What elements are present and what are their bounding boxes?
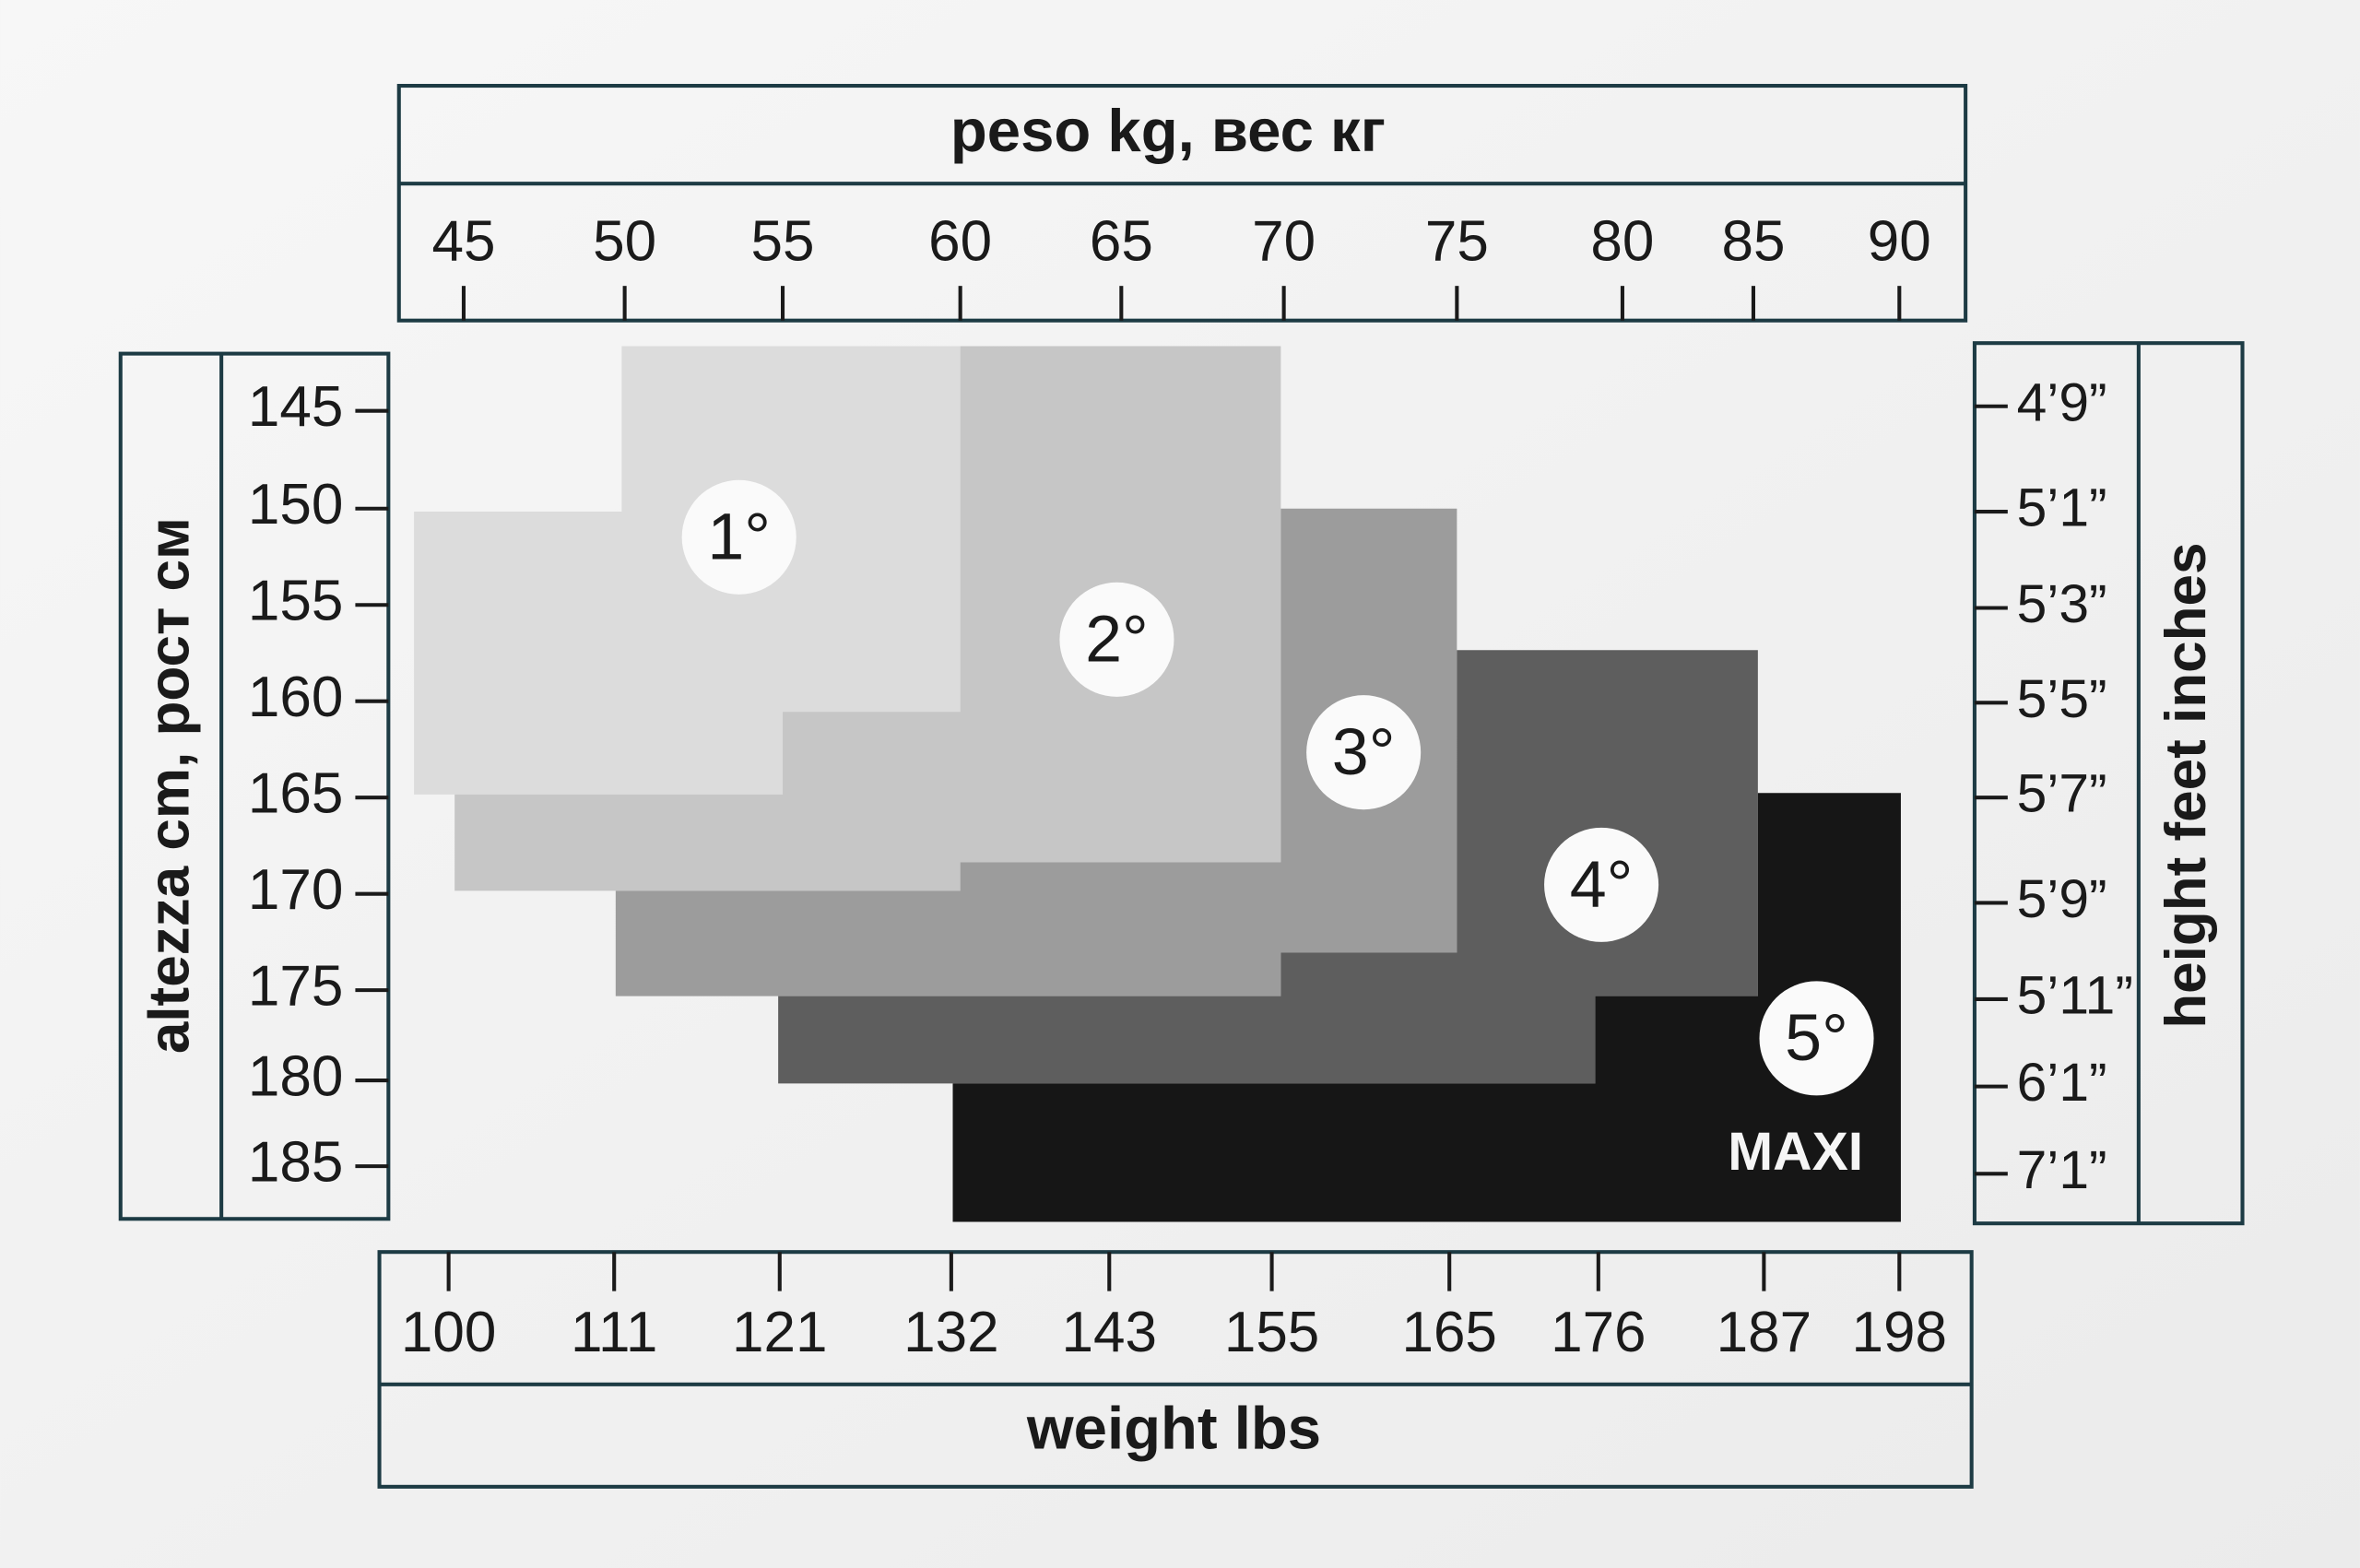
left-axis-title: altezza cm, рост см [137,517,201,1054]
bottom-tick-label: 176 [1551,1301,1646,1364]
top-tick-label: 80 [1590,209,1654,273]
bottom-tick-label: 198 [1852,1301,1947,1364]
right-tick-label: 4’9” [2017,372,2107,432]
right-tick-label: 5’5” [2017,669,2107,729]
size-badge [1306,695,1422,810]
top-tick-label: 60 [928,209,992,273]
left-tick-label: 160 [248,666,343,729]
size-region [952,793,1901,1222]
top-tick-label: 50 [593,209,656,273]
top-tick-label: 85 [1721,209,1785,273]
right-tick-label: 7’1” [2017,1140,2107,1200]
bottom-axis-title: weight lbs [1026,1394,1321,1461]
top-tick-label: 90 [1868,209,1931,273]
size-note: MAXI [1728,1122,1863,1182]
size-badge [1759,981,1874,1096]
size-label: 3° [1332,715,1396,789]
left-tick-label: 155 [248,570,343,633]
bottom-tick-label: 143 [1062,1301,1157,1364]
right-axis-title: height feet inches [2154,543,2218,1029]
top-tick-label: 70 [1252,209,1316,273]
left-frame [118,351,391,1221]
bottom-tick-label: 111 [571,1301,657,1364]
left-tick-label: 145 [248,375,343,439]
bottom-frame [377,1250,1974,1489]
bottom-tick-label: 165 [1401,1301,1496,1364]
left-tick-label: 175 [248,955,343,1019]
size-badge [1544,827,1659,942]
left-tick-label: 180 [248,1044,343,1108]
size-label: 1° [707,501,771,574]
size-badge [1059,582,1174,697]
left-tick-label: 165 [248,762,343,826]
right-tick-label: 5’1” [2017,478,2107,538]
left-tick-label: 170 [248,858,343,922]
size-label: 4° [1570,848,1634,922]
frames [118,84,2245,1489]
top-tick-label: 45 [431,209,495,273]
size-region [615,508,1457,996]
size-label: 2° [1085,603,1149,677]
top-tick-label: 75 [1425,209,1489,273]
left-tick-label: 150 [248,473,343,536]
size-region [454,346,1281,891]
top-axis-title: peso kg, вес кг [950,97,1386,164]
right-tick-label: 5’7” [2017,764,2107,824]
size-badge [681,479,796,595]
right-tick-label: 5’9” [2017,869,2107,929]
right-tick-label: 6’1” [2017,1053,2107,1113]
left-tick-label: 185 [248,1131,343,1195]
bottom-tick-label: 132 [903,1301,998,1364]
bottom-tick-label: 187 [1717,1301,1811,1364]
size-label: 5° [1785,1001,1848,1075]
top-tick-label: 65 [1090,209,1153,273]
size-region [778,650,1758,1084]
size-region [414,346,961,795]
bottom-tick-label: 155 [1224,1301,1319,1364]
top-tick-label: 55 [751,209,815,273]
right-tick-label: 5’11” [2017,965,2133,1025]
right-tick-label: 5’3” [2017,574,2107,634]
bottom-tick-label: 121 [732,1301,827,1364]
bottom-tick-label: 100 [401,1301,496,1364]
top-frame [396,84,1968,323]
right-frame [1972,341,2245,1226]
